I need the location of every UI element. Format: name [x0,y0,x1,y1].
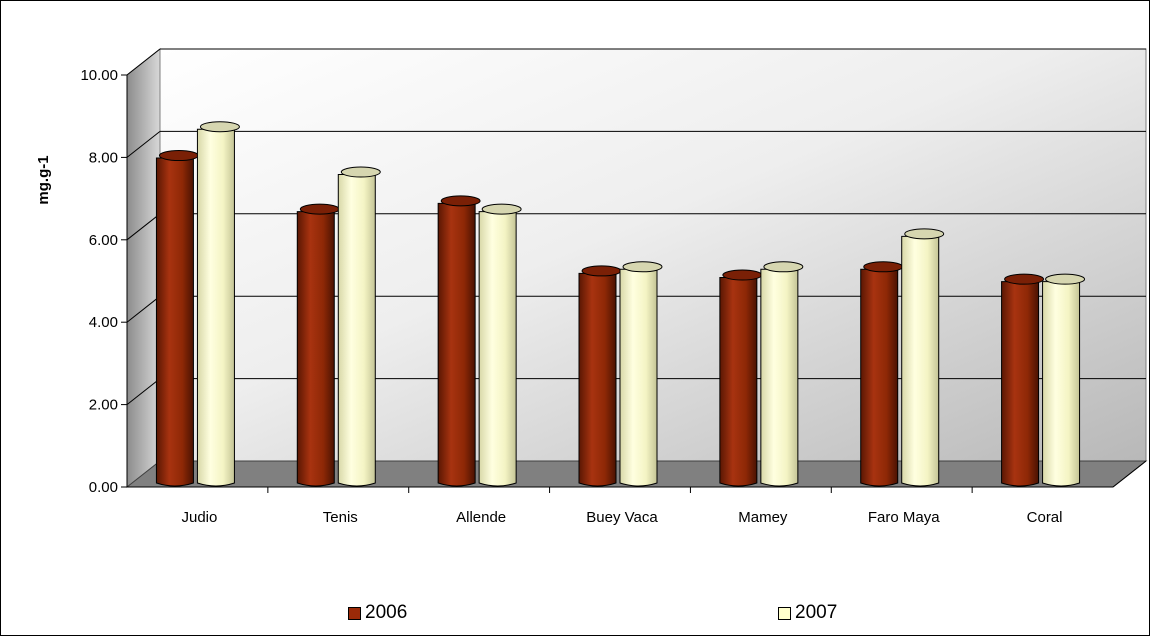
x-tick-label: Tenis [323,509,358,526]
x-tick-label: Allende [456,509,506,526]
legend-swatch-2006 [348,606,361,620]
y-axis-label: mg.g-1 [35,155,52,204]
bar-2007-mamey[interactable] [760,261,804,487]
bar-2006-allende[interactable] [437,195,481,487]
legend-swatch-2007 [778,606,791,620]
bar-2007-tenis[interactable] [337,166,381,487]
legend-item-2006[interactable]: 2006 [348,602,407,624]
bar-2007-buey-vaca[interactable] [619,261,663,487]
gridline-side [126,131,161,158]
x-tick-label: Faro Maya [868,509,940,526]
y-tick-label: 6.00 [89,232,118,249]
x-tick-label: Judio [181,509,217,526]
legend-label-2006: 2006 [365,602,408,623]
bar-2007-judio[interactable] [196,121,240,487]
gridline-side [126,48,161,76]
gridline-side [126,295,161,323]
x-tick-label: Buey Vaca [586,509,658,526]
y-tick-label: 0.00 [89,479,118,496]
legend-item-2007[interactable]: 2007 [778,602,837,624]
y-tick-label: 4.00 [89,314,118,331]
x-tick-label: Coral [1027,509,1063,526]
gridline-side [126,213,161,241]
x-tick-label: Mamey [738,509,788,526]
bar-2007-coral[interactable] [1042,273,1086,487]
bar-2006-faro-maya[interactable] [860,261,904,487]
bar-2007-allende[interactable] [478,203,522,487]
bar-2006-tenis[interactable] [296,203,340,487]
floor-edge [1112,460,1147,488]
side-wall [126,47,161,489]
y-tick-label: 8.00 [89,149,118,166]
bar-2006-coral[interactable] [1001,273,1045,487]
bar-2006-buey-vaca[interactable] [578,265,622,487]
y-tick-label: 2.00 [89,397,118,414]
bar-2006-judio[interactable] [155,150,199,487]
bar-2007-faro-maya[interactable] [901,228,945,487]
bar-2006-mamey[interactable] [719,269,763,487]
legend-label-2007: 2007 [795,602,838,623]
gridline-side [126,378,161,405]
y-tick-label: 10.00 [80,67,118,84]
